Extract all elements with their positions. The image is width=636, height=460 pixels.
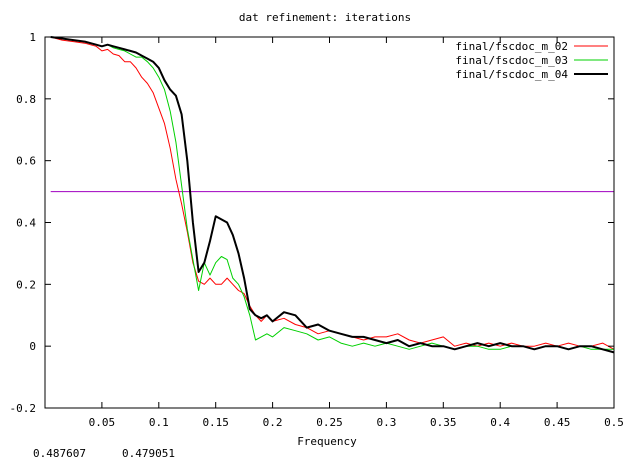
x-tick-label: 0.2 <box>263 416 283 429</box>
legend-label-2: final/fscdoc_m_03 <box>455 54 568 67</box>
legend-label-1: final/fscdoc_m_02 <box>455 40 568 53</box>
legend-label-3: final/fscdoc_m_04 <box>455 68 568 81</box>
footer-readout-2: 0.479051 <box>122 447 175 460</box>
x-tick-label: 0.3 <box>376 416 396 429</box>
x-tick-label: 0.1 <box>149 416 169 429</box>
chart-title: dat refinement: iterations <box>239 11 411 24</box>
y-tick-label: 0.2 <box>16 278 36 291</box>
y-tick-label: -0.2 <box>10 402 37 415</box>
y-tick-label: 0.4 <box>16 217 36 230</box>
legend: final/fscdoc_m_02final/fscdoc_m_03final/… <box>455 40 608 81</box>
series-line-1 <box>50 36 615 350</box>
y-axis: -0.2 0 0.2 0.4 0.6 0.8 1 <box>10 31 614 415</box>
x-tick-label: 0.5 <box>604 416 624 429</box>
y-tick-label: 0.6 <box>16 155 36 168</box>
y-tick-label: 0 <box>29 340 36 353</box>
series-line-3 <box>50 36 615 354</box>
x-axis: 0.05 0.1 0.15 0.2 0.25 0.3 0.35 0.4 0.45 0.5 <box>89 37 624 429</box>
x-tick-label: 0.15 <box>202 416 229 429</box>
x-tick-label: 0.35 <box>430 416 457 429</box>
x-tick-label: 0.4 <box>490 416 510 429</box>
series-layer <box>50 36 615 354</box>
y-tick-label: 1 <box>29 31 36 44</box>
x-axis-label: Frequency <box>297 435 357 448</box>
x-tick-label: 0.45 <box>544 416 571 429</box>
y-tick-label: 0.8 <box>16 93 36 106</box>
x-tick-label: 0.25 <box>316 416 343 429</box>
plot-frame <box>44 36 615 409</box>
footer-readout-1: 0.487607 <box>33 447 86 460</box>
x-tick-label: 0.05 <box>89 416 116 429</box>
series-line-2 <box>50 36 614 350</box>
